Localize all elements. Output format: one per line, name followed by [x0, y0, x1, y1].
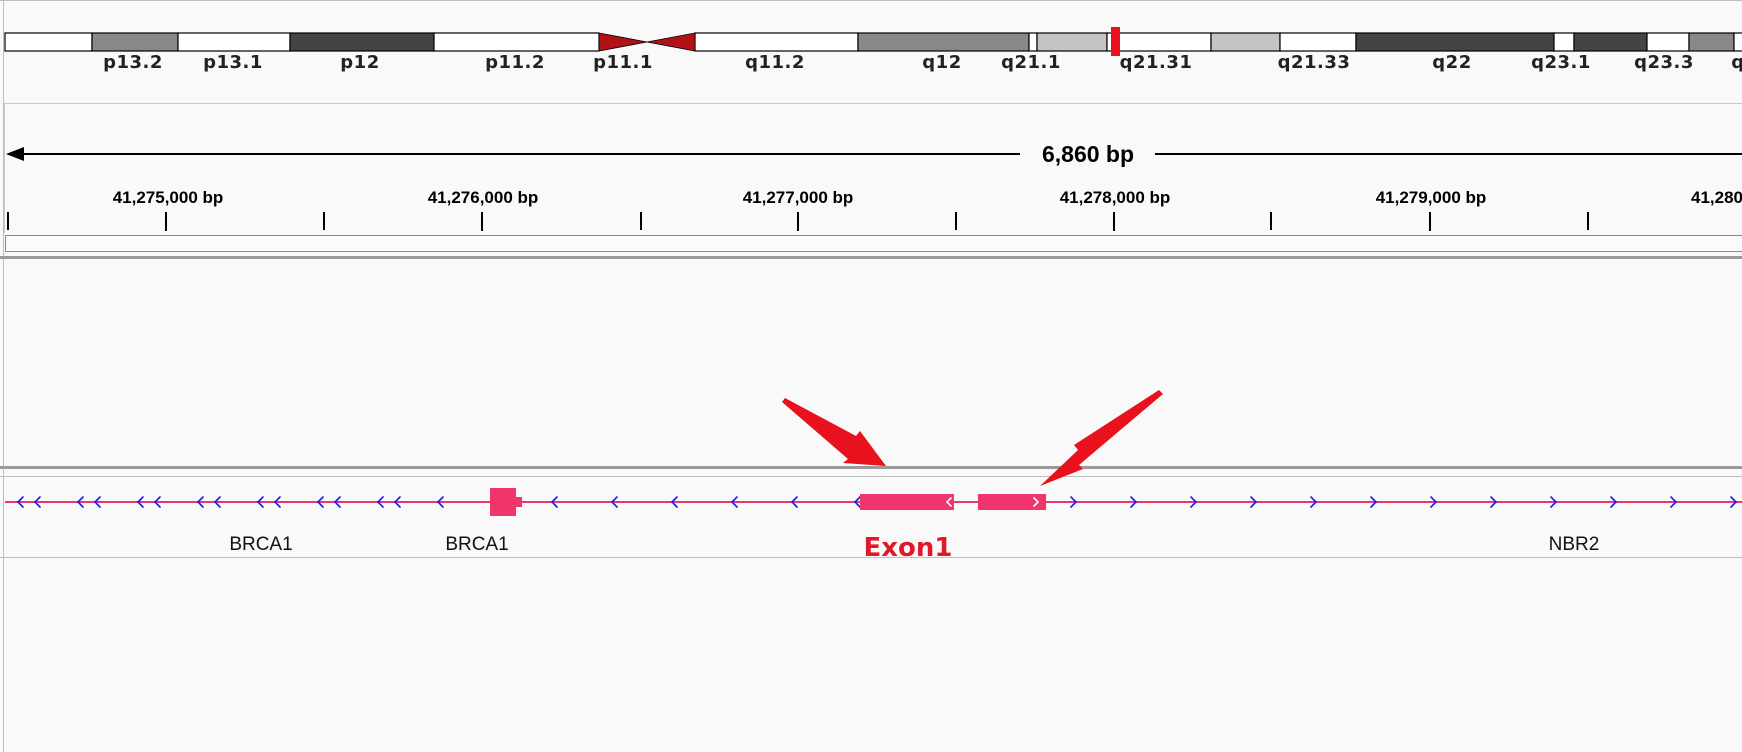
band-label: p13.2 [103, 52, 163, 73]
ruler-span-line-left [14, 153, 1020, 155]
strand-arrow-right-icon [1130, 496, 1138, 508]
centromere-left [598, 32, 648, 52]
ruler-tick [797, 212, 799, 231]
strand-arrow-right-icon [1310, 496, 1318, 508]
strand-arrow-right-icon [1730, 496, 1738, 508]
band-label: q21.31 [1119, 52, 1193, 73]
band-label: p13.1 [203, 52, 263, 73]
strand-arrow-left-icon [256, 496, 264, 508]
strand-arrow-left-icon [136, 496, 144, 508]
strand-arrow-right-icon [1550, 496, 1558, 508]
strand-arrow-left-icon [316, 496, 324, 508]
window-left-edge [0, 0, 4, 752]
strand-arrow-left-icon [213, 496, 221, 508]
strand-arrow-left-icon [76, 496, 84, 508]
gene-label[interactable]: BRCA1 [229, 534, 293, 555]
current-region-marker [1111, 27, 1120, 56]
ruler-bottom-bar [5, 235, 1742, 252]
data-panel[interactable] [5, 259, 1742, 466]
panel-divider-thin [0, 476, 1742, 477]
strand-arrow-left-icon [376, 496, 384, 508]
band-label: p11.1 [593, 52, 653, 73]
strand-arrow-left-icon [16, 496, 24, 508]
strand-arrow-right-icon [1490, 496, 1498, 508]
ruler-panel[interactable] [4, 103, 1742, 233]
band-label: q [1731, 52, 1742, 73]
gene-label[interactable]: NBR2 [1548, 534, 1600, 555]
strand-arrow-left-icon [273, 496, 281, 508]
strand-arrow-right-icon [1370, 496, 1378, 508]
strand-arrows [16, 496, 1738, 508]
ruler-tick [1270, 212, 1272, 230]
strand-arrow-right-icon [1190, 496, 1198, 508]
ideogram-band-q25 [1733, 32, 1742, 52]
band-label: q11.2 [745, 52, 805, 73]
feature-strand-marks [945, 497, 1040, 507]
annotation-arrow-right-icon [1040, 390, 1163, 486]
ruler-tick [1429, 212, 1431, 231]
brca1-utr-block[interactable] [514, 497, 522, 507]
top-border [0, 0, 1742, 1]
band-label: q21.33 [1277, 52, 1351, 73]
strand-arrow-left-icon [550, 496, 558, 508]
ruler-tick [955, 212, 957, 230]
coordinate-label: 41,280 [1691, 188, 1742, 207]
centromere-right [646, 32, 696, 52]
ruler-tick [481, 212, 483, 231]
ruler-tick [640, 212, 642, 230]
strand-arrow-right-icon [1430, 496, 1438, 508]
ruler-tick [323, 212, 325, 230]
strand-arrow-left-icon [33, 496, 41, 508]
strand-arrow-left-icon [610, 496, 618, 508]
band-label: q21.1 [1001, 52, 1061, 73]
strand-arrow-left-icon [93, 496, 101, 508]
strand-arrow-left-icon [333, 496, 341, 508]
ideogram-band-labels: p13.2 p13.1 p12 p11.2 p11.1 q11.2 q12 q2… [0, 52, 1742, 78]
strand-arrow-right-icon [1033, 497, 1040, 507]
strand-arrow-right-icon [1070, 496, 1078, 508]
coordinate-label: 41,277,000 bp [742, 188, 854, 207]
coordinate-label: 41,275,000 bp [112, 188, 224, 207]
annotation-arrow-left-icon [782, 398, 886, 466]
gene-label[interactable]: BRCA1 [445, 534, 509, 555]
coordinate-label: 41,276,000 bp [427, 188, 539, 207]
coordinate-label: 41,278,000 bp [1059, 188, 1171, 207]
strand-arrow-left-icon [670, 496, 678, 508]
chromosome-ideogram[interactable] [4, 27, 1742, 56]
strand-arrow-left-icon [790, 496, 798, 508]
panel-divider[interactable] [0, 466, 1742, 469]
ruler-tick [1587, 212, 1589, 230]
strand-arrow-left-icon [853, 496, 861, 508]
ruler-span-line-right [1155, 153, 1742, 155]
band-label: p11.2 [485, 52, 545, 73]
strand-arrow-left-icon [153, 496, 161, 508]
band-label: p12 [340, 52, 380, 73]
span-width-label: 6,860 bp [1041, 141, 1135, 167]
strand-arrow-left-icon [393, 496, 401, 508]
panel-divider[interactable] [0, 256, 1742, 259]
brca1-exon-block[interactable] [490, 488, 516, 516]
strand-arrow-left-icon [945, 497, 952, 507]
band-label: q22 [1432, 52, 1472, 73]
ruler-tick [7, 212, 9, 230]
band-label: q23.3 [1634, 52, 1694, 73]
ruler-tick [1113, 212, 1115, 231]
band-label: q12 [922, 52, 962, 73]
strand-arrow-right-icon [1610, 496, 1618, 508]
strand-arrow-left-icon [436, 496, 444, 508]
strand-arrow-left-icon [730, 496, 738, 508]
exon-annotation-label: Exon1 [863, 533, 953, 563]
strand-arrow-left-icon [196, 496, 204, 508]
exon1-right-block[interactable] [978, 494, 1046, 510]
ruler-tick [165, 212, 167, 231]
band-label: q23.1 [1531, 52, 1591, 73]
coordinate-label: 41,279,000 bp [1375, 188, 1487, 207]
exon1-left-block[interactable] [860, 494, 954, 510]
track-divider [0, 557, 1742, 558]
strand-arrow-right-icon [1250, 496, 1258, 508]
strand-arrow-right-icon [1670, 496, 1678, 508]
